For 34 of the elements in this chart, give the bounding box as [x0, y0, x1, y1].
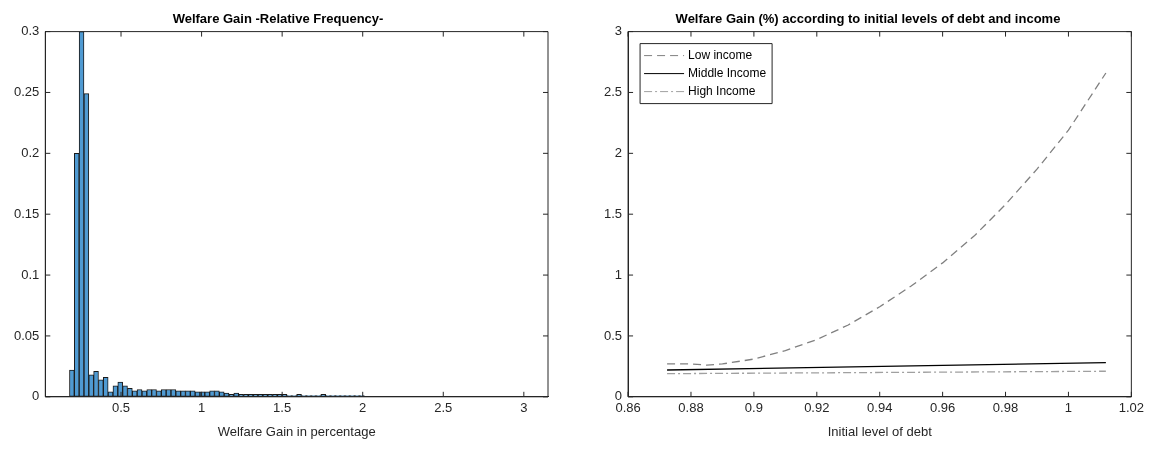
y-tick-label: 1: [614, 266, 623, 282]
x-tick-label: 2.5: [434, 400, 453, 416]
x-tick-label: 0.9: [744, 400, 763, 416]
y-tick-label: 2: [614, 144, 623, 160]
y-tick-label: 1.5: [603, 205, 623, 221]
y-tick-label: 0.15: [13, 205, 40, 221]
y-tick-label: 0.5: [603, 327, 623, 343]
x-tick-label: 0.96: [929, 400, 956, 416]
x-tick-label: 2: [359, 400, 367, 416]
legend-label: Low income: [688, 47, 753, 62]
x-tick-label: 1.02: [1118, 400, 1145, 416]
x-axis-title: Welfare Gain in percentage: [217, 423, 376, 439]
y-tick-label: 0.2: [21, 144, 40, 160]
y-tick-label: 0.05: [13, 327, 40, 343]
chart-title: Welfare Gain (%) according to initial levels of debt and income: [675, 11, 1061, 27]
y-tick-label: 0.25: [13, 84, 40, 100]
x-tick-label: 0.92: [804, 400, 830, 416]
x-tick-label: 1: [1064, 400, 1073, 416]
x-tick-label: 0.94: [867, 400, 893, 416]
legend-label: Middle Income: [688, 65, 767, 80]
x-tick-label: 0.5: [111, 400, 131, 416]
y-tick-label: 0.1: [21, 266, 40, 282]
x-tick-label: 0.88: [678, 400, 704, 416]
chart-title: Welfare Gain -Relative Frequency-: [172, 11, 384, 27]
y-tick-label: 0: [32, 388, 40, 404]
x-tick-label: 1: [197, 400, 206, 416]
y-tick-label: 3: [614, 23, 623, 39]
legend-label: High Income: [688, 83, 756, 98]
x-tick-label: 1.5: [273, 400, 292, 416]
x-axis-title: Initial level of debt: [827, 423, 933, 439]
y-tick-label: 2.5: [603, 84, 623, 100]
x-tick-label: 3: [520, 400, 528, 416]
x-tick-label: 0.98: [992, 400, 1019, 416]
y-tick-label: 0.3: [21, 23, 40, 39]
